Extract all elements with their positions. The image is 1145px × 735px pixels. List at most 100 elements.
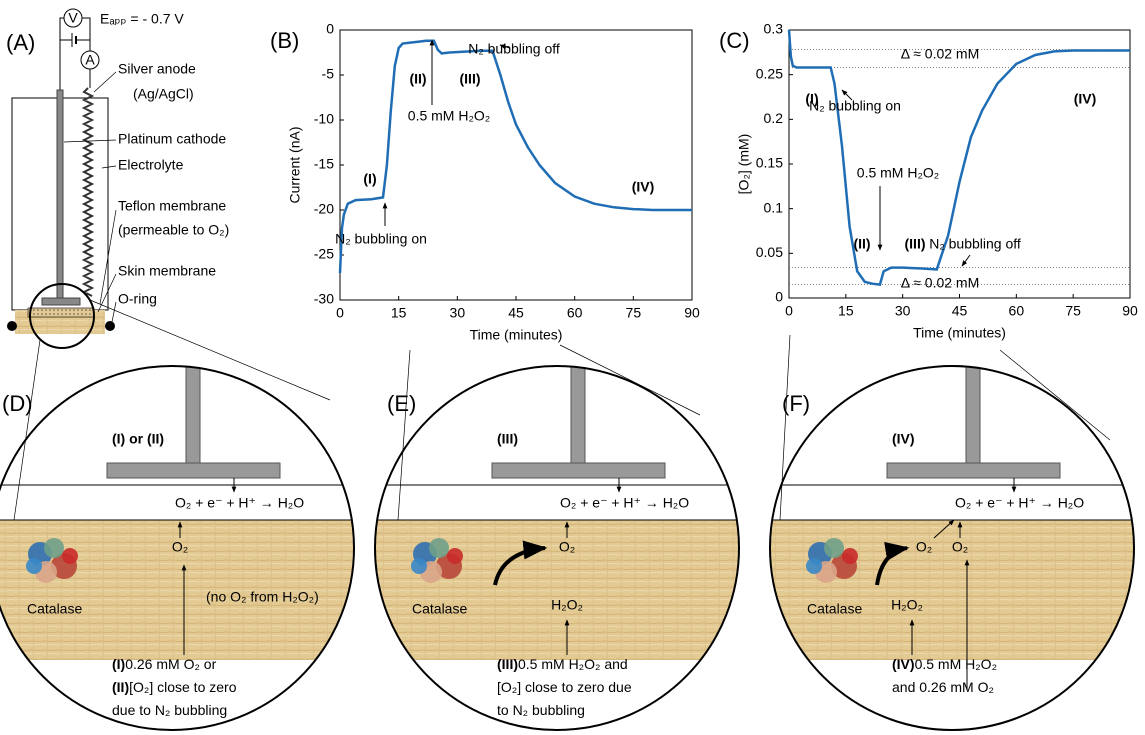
panel-label: (A) — [6, 30, 35, 55]
y-axis-label: [O₂] (mM) — [736, 134, 752, 195]
caption-line: and 0.26 mM O₂ — [892, 679, 994, 695]
x-tick-label: 15 — [838, 303, 854, 319]
membrane — [28, 308, 94, 317]
species: O₂ — [559, 539, 575, 555]
stage-label: (IV) — [892, 431, 915, 447]
x-tick-label: 45 — [952, 303, 968, 319]
catalase-blob — [447, 548, 463, 564]
annotation: N₂ bubbling on — [335, 231, 427, 247]
cathode-stem — [186, 360, 200, 464]
caption-line: to N₂ bubbling — [497, 702, 585, 718]
y-tick-label: -15 — [314, 156, 334, 172]
annotation: 0.5 mM H₂O₂ — [408, 108, 490, 124]
caption-text: [O₂] close to zero due — [497, 679, 632, 695]
part-label: Skin membrane — [118, 263, 216, 279]
ammeter-label: A — [85, 52, 95, 68]
caption-line: (III)0.5 mM H₂O₂ and — [497, 656, 628, 672]
panel-label: (E) — [387, 391, 416, 416]
cathode-plate — [492, 463, 665, 478]
caption-bold: (IV) — [892, 656, 915, 672]
y-tick-label: -30 — [314, 291, 334, 307]
catalase-blob — [824, 538, 844, 558]
part-label: Silver anode — [118, 61, 196, 77]
cathode-stem — [571, 360, 585, 464]
caption-line: (II)[O₂] close to zero — [112, 679, 237, 695]
caption-text: due to N₂ bubbling — [112, 702, 227, 718]
x-tick-label: 60 — [1009, 303, 1025, 319]
caption-line: [O₂] close to zero due — [497, 679, 632, 695]
panel-label: (D) — [2, 391, 33, 416]
enzyme-label: Catalase — [807, 601, 862, 617]
x-tick-label: 30 — [895, 303, 911, 319]
skin-layer — [375, 520, 739, 660]
anode-coil — [84, 88, 92, 296]
charts: 0153045607590-30-25-20-15-10-50(B)Time (… — [270, 21, 1138, 343]
x-tick-label: 60 — [567, 305, 583, 321]
annotation: (IV) — [632, 179, 655, 195]
catalase-blob — [806, 558, 822, 574]
annotation: N₂ bubbling off — [929, 236, 1021, 252]
cathode-plate — [107, 463, 280, 478]
caption-bold: (I) — [112, 656, 125, 672]
x-tick-label: 90 — [684, 305, 700, 321]
plot-frame — [789, 30, 1130, 298]
x-tick-label: 0 — [336, 305, 344, 321]
reaction: O₂ + e⁻ + H⁺ → H₂O — [175, 495, 304, 511]
cathode-plate — [887, 463, 1060, 478]
y-tick-label: 0.3 — [764, 21, 784, 37]
panel-label: (C) — [719, 28, 750, 53]
reaction: O₂ + e⁻ + H⁺ → H₂O — [955, 495, 1084, 511]
y-tick-label: 0 — [775, 289, 783, 305]
annotation: Δ ≈ 0.02 mM — [901, 46, 980, 62]
species: O₂ — [172, 539, 188, 555]
caption-text: 0.5 mM H₂O₂ — [915, 656, 997, 672]
catalase-blob — [44, 538, 64, 558]
y-axis-label: Current (nA) — [287, 126, 303, 203]
part-label: O-ring — [118, 291, 157, 307]
caption-line: (I)0.26 mM O₂ or — [112, 656, 217, 672]
catalase-blob — [411, 558, 427, 574]
panel-label: (B) — [270, 28, 299, 53]
annotation-arrow — [962, 255, 970, 266]
y-tick-label: -10 — [314, 111, 334, 127]
part-label: Platinum cathode — [118, 131, 226, 147]
y-tick-label: 0.15 — [756, 155, 783, 171]
annotation: N₂ bubbling off — [468, 41, 560, 57]
reaction: O₂ + e⁻ + H⁺ → H₂O — [560, 495, 689, 511]
o-ring — [7, 321, 17, 331]
caption-text: [O₂] close to zero — [129, 679, 237, 695]
annotation: 0.5 mM H₂O₂ — [857, 165, 939, 181]
annotation: N₂ bubbling on — [809, 98, 901, 114]
annotation: (I) — [363, 171, 376, 187]
x-axis-label: Time (minutes) — [470, 327, 563, 343]
x-axis-label: Time (minutes) — [913, 325, 1006, 341]
y-tick-label: -25 — [314, 246, 334, 262]
catalase-blob — [429, 538, 449, 558]
figure: (A) V A Eₐₚₚ = - 0.7 V Silver anode(Ag/A… — [0, 0, 1145, 735]
species: O₂ — [916, 539, 932, 555]
annotation: Δ ≈ 0.02 mM — [901, 275, 980, 291]
y-tick-label: -20 — [314, 201, 334, 217]
catalase-blob — [62, 548, 78, 564]
annotation: (II) — [409, 71, 426, 87]
stage-label: (I) or (II) — [112, 431, 164, 447]
annotation: (III) — [905, 236, 926, 252]
enzyme-label: Catalase — [27, 601, 82, 617]
y-tick-label: 0.2 — [764, 110, 784, 126]
panels: (D) (I) or (II) O₂ + e⁻ + H⁺ → H₂O Catalase… — [0, 360, 1134, 730]
x-tick-label: 0 — [785, 303, 793, 319]
enzyme-label: Catalase — [412, 601, 467, 617]
y-tick-label: 0.25 — [756, 65, 783, 81]
annotation: (III) — [460, 71, 481, 87]
voltmeter-label: V — [68, 10, 78, 26]
x-tick-label: 75 — [1065, 303, 1081, 319]
catalase-blob — [26, 558, 42, 574]
caption-bold: (III) — [497, 656, 518, 672]
x-tick-label: 90 — [1122, 303, 1138, 319]
part-label: (permeable to O₂) — [118, 222, 229, 238]
plot-frame — [340, 30, 692, 300]
caption-text: 0.5 mM H₂O₂ and — [518, 656, 628, 672]
o-ring — [105, 321, 115, 331]
catalase-blob — [842, 548, 858, 564]
part-labels: Silver anode(Ag/AgCl)Platinum cathodeEle… — [118, 61, 229, 307]
